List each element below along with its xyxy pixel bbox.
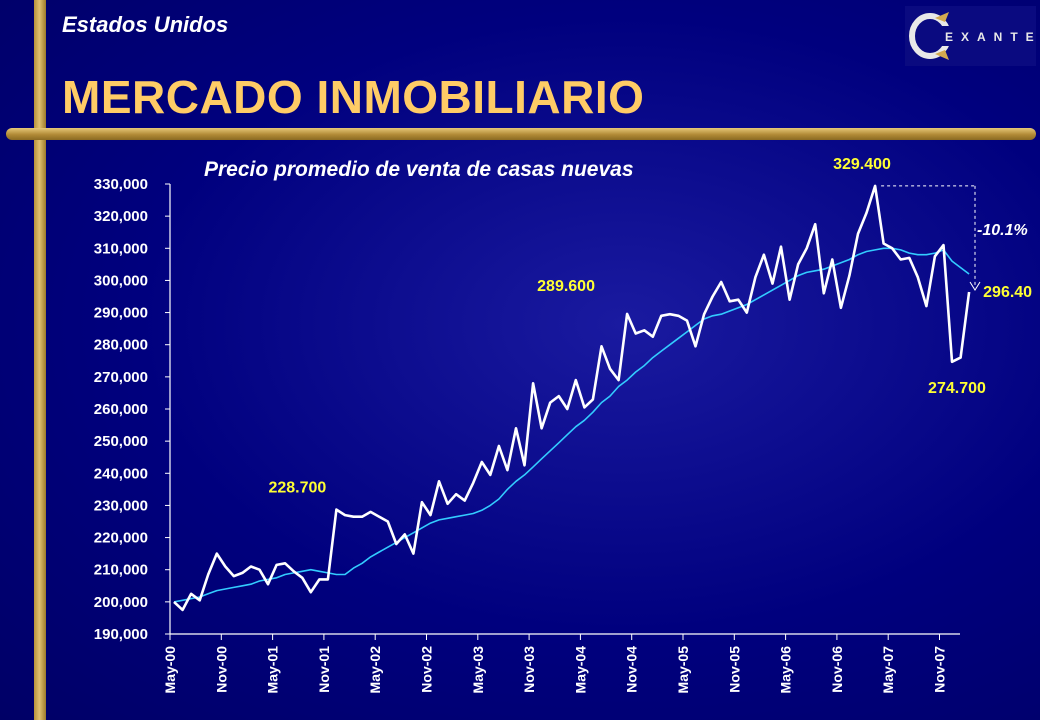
data-label: 289.600 xyxy=(537,278,595,295)
y-tick-label: 250,000 xyxy=(94,433,148,450)
x-tick-label: Nov-02 xyxy=(419,646,435,693)
y-tick-label: 310,000 xyxy=(94,240,148,257)
y-tick-label: 210,000 xyxy=(94,562,148,579)
x-tick-label: May-04 xyxy=(572,646,588,694)
y-tick-label: 270,000 xyxy=(94,369,148,386)
page-title: MERCADO INMOBILIARIO xyxy=(62,71,645,123)
change-label: -10.1% xyxy=(977,222,1028,239)
vertical-accent-bar xyxy=(34,0,46,720)
y-tick-label: 320,000 xyxy=(94,208,148,225)
x-tick-label: Nov-04 xyxy=(624,646,640,693)
series-line-trend xyxy=(173,247,970,603)
data-label: 274.700 xyxy=(928,380,986,397)
svg-text:EXANTE: EXANTE xyxy=(945,30,1036,44)
x-tick-label: May-07 xyxy=(880,646,896,694)
y-tick-label: 330,000 xyxy=(94,176,148,193)
y-tick-label: 230,000 xyxy=(94,497,148,514)
y-tick-label: 280,000 xyxy=(94,337,148,354)
x-tick-label: Nov-07 xyxy=(932,646,948,693)
x-tick-label: May-05 xyxy=(675,646,691,694)
x-tick-label: Nov-03 xyxy=(521,646,537,693)
x-tick-label: May-00 xyxy=(162,646,178,694)
y-tick-label: 190,000 xyxy=(94,626,148,643)
y-tick-label: 200,000 xyxy=(94,594,148,611)
data-label: 296.40 xyxy=(983,284,1032,301)
data-label: 329.400 xyxy=(833,156,891,173)
x-tick-label: Nov-06 xyxy=(829,646,845,693)
x-tick-label: May-03 xyxy=(470,646,486,694)
y-tick-label: 260,000 xyxy=(94,401,148,418)
x-tick-label: May-06 xyxy=(778,646,794,694)
x-tick-label: Nov-00 xyxy=(213,646,229,693)
data-label: 228.700 xyxy=(268,480,326,497)
y-tick-label: 220,000 xyxy=(94,530,148,547)
horizontal-accent-bar xyxy=(6,128,1036,140)
y-tick-label: 300,000 xyxy=(94,272,148,289)
exante-logo: EXANTE xyxy=(905,6,1036,66)
x-tick-label: Nov-01 xyxy=(316,646,332,693)
change-arrow-icon xyxy=(969,281,981,291)
y-tick-label: 240,000 xyxy=(94,465,148,482)
x-tick-label: May-01 xyxy=(265,646,281,694)
x-tick-label: May-02 xyxy=(367,646,383,694)
chart-title: Precio promedio de venta de casas nuevas xyxy=(204,158,634,181)
series-line-price xyxy=(173,184,971,612)
x-tick-label: Nov-05 xyxy=(726,646,742,693)
country-label: Estados Unidos xyxy=(62,12,229,37)
y-tick-label: 290,000 xyxy=(94,305,148,322)
